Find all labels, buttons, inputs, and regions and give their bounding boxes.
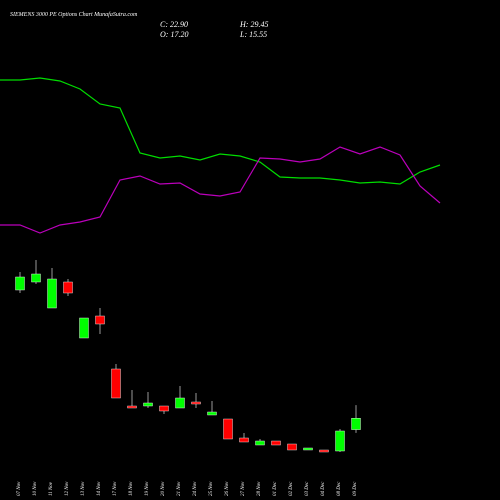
candle-body (79, 317, 89, 339)
candle-body (287, 443, 297, 451)
x-tick-label: 04 Dec (321, 481, 326, 496)
x-tick-label: 21 Nov (177, 481, 182, 496)
x-tick-label: 17 Nov (113, 481, 118, 496)
candle-body (63, 281, 73, 294)
candle-body (191, 401, 201, 405)
x-tick-label: 09 Dec (353, 481, 358, 496)
x-tick-label: 18 Nov (129, 481, 134, 496)
x-tick-label: 27 Nov (241, 481, 246, 496)
x-tick-label: 10 Nov (33, 481, 38, 496)
x-tick-label: 07 Nov (17, 481, 22, 496)
x-tick-label: 02 Dec (289, 481, 294, 496)
candle-body (335, 430, 345, 452)
candle-body (175, 397, 185, 409)
candle-body (159, 405, 169, 412)
x-tick-label: 11 Nov (49, 481, 54, 496)
x-tick-label: 24 Nov (193, 481, 198, 496)
x-tick-label: 12 Nov (65, 481, 70, 496)
x-tick-label: 20 Nov (161, 481, 166, 496)
candle-body (207, 411, 217, 416)
candle-body (31, 273, 41, 283)
candle-body (303, 447, 313, 451)
candle-body (271, 440, 281, 446)
candle-body (319, 449, 329, 453)
x-tick-label: 19 Nov (145, 481, 150, 496)
x-tick-label: 03 Dec (305, 481, 310, 496)
x-tick-label: 13 Nov (81, 481, 86, 496)
indicator-line (0, 146, 441, 234)
candle-body (223, 418, 233, 440)
info-low: L: 15.55 (239, 30, 267, 39)
candle-body (255, 440, 265, 446)
candle-body (127, 405, 137, 409)
candle-body (95, 315, 105, 325)
x-tick-label: 14 Nov (97, 481, 102, 496)
candle-body (239, 437, 249, 443)
candle-body (111, 368, 121, 399)
indicator-line (0, 77, 441, 185)
info-close: C: 22.90 (160, 20, 188, 29)
chart-title: SIEMENS 3000 PE Options Chart MunafaSutr… (10, 11, 138, 18)
candle-body (351, 418, 361, 430)
x-tick-label: 01 Dec (273, 481, 278, 496)
x-tick-label: 25 Nov (209, 481, 214, 496)
x-tick-label: 26 Nov (225, 481, 230, 496)
info-open: O: 17.20 (160, 30, 188, 39)
x-tick-label: 28 Nov (257, 481, 262, 496)
candle-body (143, 402, 153, 407)
candle-body (47, 278, 57, 309)
candle-body (15, 276, 25, 291)
info-high: H: 29.45 (239, 20, 268, 29)
x-tick-label: 08 Dec (337, 481, 342, 496)
